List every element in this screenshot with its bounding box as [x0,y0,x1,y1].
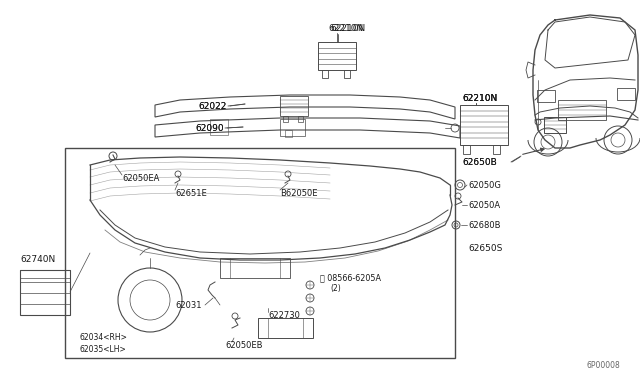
Text: 62651E: 62651E [175,189,207,198]
Text: 62035<LH>: 62035<LH> [80,346,127,355]
Text: 62034<RH>: 62034<RH> [80,334,128,343]
Bar [463,145,470,154]
Bar [344,70,350,78]
Bar [210,119,228,135]
Text: 62031: 62031 [175,301,202,310]
Bar [318,42,356,70]
Bar [65,148,455,358]
Bar [285,130,292,137]
Bar [460,105,508,145]
Bar [280,96,308,116]
Bar [298,116,303,122]
Text: 62210N: 62210N [462,93,497,103]
Text: 62680B: 62680B [468,221,500,230]
Text: 62022: 62022 [198,102,227,110]
Text: 62050A: 62050A [468,201,500,209]
Bar [280,119,305,136]
Text: 62050EA: 62050EA [122,173,159,183]
Text: 62650B: 62650B [462,157,497,167]
Bar [537,90,555,102]
Text: 62022: 62022 [198,102,227,110]
Bar [617,88,635,100]
Text: 62090: 62090 [195,124,223,132]
Text: 62650S: 62650S [468,244,502,253]
Text: (2): (2) [330,283,340,292]
Text: 62740N: 62740N [20,256,55,264]
Bar [493,145,500,154]
Bar [544,117,566,133]
Text: 62050G: 62050G [468,180,501,189]
Text: 62210N: 62210N [462,93,497,103]
Text: 62210N: 62210N [328,23,364,32]
Text: 62210N: 62210N [330,23,365,32]
Text: 62210N: 62210N [462,93,497,103]
Bar [283,116,288,122]
Bar [20,270,70,278]
Text: 62090: 62090 [195,124,223,132]
Text: 622730: 622730 [268,311,300,320]
Text: 62650B: 62650B [462,157,497,167]
Text: 62050EB: 62050EB [225,340,262,350]
Bar [220,258,290,278]
Bar [322,70,328,78]
Bar [20,270,70,315]
Text: 6P00008: 6P00008 [586,360,620,369]
Text: B62050E: B62050E [280,189,317,198]
Text: Ⓢ 08566-6205A: Ⓢ 08566-6205A [320,273,381,282]
Bar [258,318,313,338]
Bar [558,100,606,120]
